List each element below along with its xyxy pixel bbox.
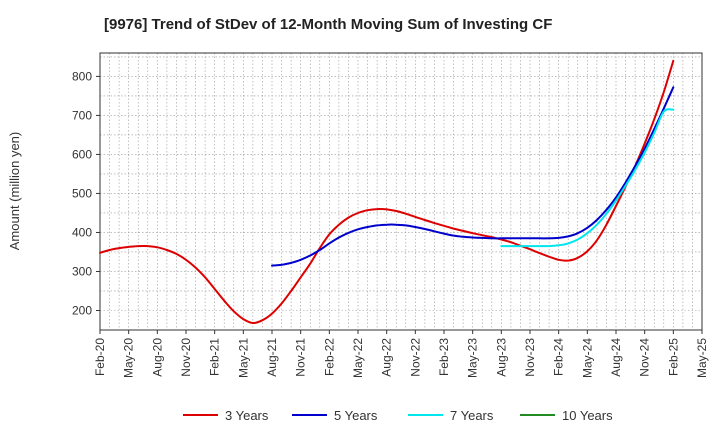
y-axis-label: Amount (million yen) <box>7 132 22 251</box>
series-line-3-years <box>99 59 675 325</box>
y-tick-label: 600 <box>72 147 92 161</box>
x-tick-label: Feb-24 <box>552 338 566 376</box>
x-tick-label: Feb-21 <box>208 338 222 376</box>
y-axis-ticks: 200 300 400 500 600 700 800 <box>72 69 100 317</box>
series <box>99 59 675 325</box>
x-tick-label: Nov-23 <box>523 338 537 377</box>
x-tick-label: Aug-21 <box>265 338 279 377</box>
y-tick-label: 400 <box>72 225 92 239</box>
legend: 3 Years 5 Years 7 Years 10 Years <box>183 408 613 423</box>
x-tick-label: Nov-22 <box>408 338 422 377</box>
y-tick-label: 500 <box>72 186 92 200</box>
x-tick-label: May-21 <box>236 338 250 378</box>
x-tick-label: Nov-20 <box>179 338 193 377</box>
legend-label: 10 Years <box>562 408 613 423</box>
x-tick-label: Nov-24 <box>638 338 652 377</box>
plot-frame <box>99 52 703 331</box>
grid <box>100 53 702 330</box>
chart-title: [9976] Trend of StDev of 12-Month Moving… <box>104 16 552 33</box>
x-tick-label: May-20 <box>122 338 136 378</box>
x-axis-ticks: Feb-20 May-20 Aug-20 Nov-20 Feb-21 May-21 Aug-… <box>93 330 709 378</box>
x-tick-label: May-25 <box>695 338 709 378</box>
x-tick-label: Aug-22 <box>380 338 394 377</box>
x-tick-label: Aug-23 <box>494 338 508 377</box>
y-tick-label: 200 <box>72 303 92 317</box>
series-line-7-years <box>500 108 675 248</box>
x-tick-label: May-22 <box>351 338 365 378</box>
x-tick-label: Feb-23 <box>437 338 451 376</box>
legend-label: 7 Years <box>450 408 494 423</box>
y-tick-label: 800 <box>72 69 92 83</box>
x-tick-label: Aug-24 <box>609 338 623 377</box>
x-tick-label: Feb-20 <box>93 338 107 376</box>
legend-label: 5 Years <box>334 408 378 423</box>
x-tick-label: May-24 <box>580 338 594 378</box>
x-tick-label: Nov-21 <box>294 338 308 377</box>
x-tick-label: Feb-22 <box>322 338 336 376</box>
series-line-5-years <box>271 86 675 267</box>
legend-label: 3 Years <box>225 408 269 423</box>
x-tick-label: Aug-20 <box>150 338 164 377</box>
y-tick-label: 300 <box>72 264 92 278</box>
x-tick-label: May-23 <box>466 338 480 378</box>
y-tick-label: 700 <box>72 108 92 122</box>
x-tick-label: Feb-25 <box>666 338 680 376</box>
